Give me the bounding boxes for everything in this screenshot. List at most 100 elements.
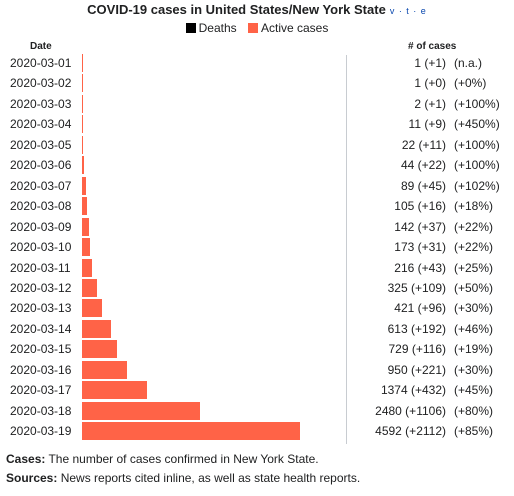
bar-area (80, 115, 342, 134)
case-count: 421 (+96) (394, 301, 446, 316)
date-label: 2020-03-14 (10, 321, 72, 336)
legend-label-deaths: Deaths (198, 21, 237, 35)
date-label: 2020-03-09 (10, 219, 72, 234)
bar-area (80, 360, 342, 379)
case-count: 613 (+192) (387, 321, 446, 336)
legend-label-active: Active cases (261, 21, 329, 35)
percent-change: (+30%) (454, 301, 494, 316)
chart-title-row: COVID-19 cases in United States/New York… (0, 2, 514, 17)
percent-change: (+50%) (454, 280, 494, 295)
case-count: 173 (+31) (394, 240, 446, 255)
active-cases-bar (82, 258, 93, 277)
case-count: 1 (+0) (414, 76, 446, 91)
table-row: 2020-03-14 613 (+192) (+46%) (0, 319, 514, 339)
percent-change: (+22%) (454, 219, 494, 234)
active-cases-bar (82, 94, 83, 113)
table-row: 2020-03-08 105 (+16) (+18%) (0, 196, 514, 216)
table-row: 2020-03-09 142 (+37) (+22%) (0, 217, 514, 237)
bar-area (80, 197, 342, 216)
date-label: 2020-03-10 (10, 240, 72, 255)
bar-area (80, 319, 342, 338)
table-row: 2020-03-11 216 (+43) (+25%) (0, 258, 514, 278)
footer-sources: Sources: News reports cited inline, as w… (6, 471, 360, 485)
case-count: 1374 (+432) (380, 383, 446, 398)
case-count: 4592 (+2112) (375, 424, 446, 439)
active-cases-bar (82, 278, 98, 297)
vte-links[interactable]: v · t · e (389, 6, 427, 16)
footer-cases-text: The number of cases confirmed in New Yor… (45, 452, 319, 466)
active-cases-bar (82, 135, 84, 154)
percent-change: (+80%) (454, 403, 494, 418)
date-label: 2020-03-16 (10, 362, 72, 377)
date-label: 2020-03-02 (10, 76, 72, 91)
table-row: 2020-03-05 22 (+11) (+100%) (0, 135, 514, 155)
case-count: 2480 (+1106) (375, 403, 446, 418)
case-count: 105 (+16) (394, 199, 446, 214)
percent-change: (+18%) (454, 199, 494, 214)
bar-area (80, 381, 342, 400)
footer-sources-label: Sources: (6, 471, 58, 485)
date-label: 2020-03-19 (10, 424, 72, 439)
percent-change: (+19%) (454, 342, 494, 357)
bar-area (80, 74, 342, 93)
active-cases-bar (82, 381, 148, 400)
table-row: 2020-03-19 4592 (+2112) (+85%) (0, 421, 514, 441)
percent-change: (+0%) (454, 76, 487, 91)
table-row: 2020-03-02 1 (+0) (+0%) (0, 73, 514, 93)
percent-change: (+100%) (454, 158, 500, 173)
percent-change: (+100%) (454, 137, 500, 152)
table-row: 2020-03-12 325 (+109) (+50%) (0, 278, 514, 298)
case-count: 11 (+9) (408, 117, 446, 132)
date-label: 2020-03-07 (10, 178, 72, 193)
footer-sources-text: News reports cited inline, as well as st… (57, 471, 361, 485)
bar-area (80, 238, 342, 257)
percent-change: (+22%) (454, 240, 494, 255)
table-row: 2020-03-04 11 (+9) (+450%) (0, 114, 514, 134)
date-label: 2020-03-12 (10, 280, 72, 295)
percent-change: (+45%) (454, 383, 494, 398)
footer-cases-label: Cases: (6, 452, 46, 466)
legend-swatch-active (248, 23, 258, 33)
date-label: 2020-03-18 (10, 403, 72, 418)
case-count: 22 (+11) (401, 137, 446, 152)
bar-area (80, 176, 342, 195)
footer-cases: Cases: The number of cases confirmed in … (6, 452, 319, 466)
table-row: 2020-03-17 1374 (+432) (+45%) (0, 380, 514, 400)
column-divider (346, 55, 347, 444)
bar-area (80, 54, 342, 72)
active-cases-bar (82, 422, 300, 441)
table-row: 2020-03-07 89 (+45) (+102%) (0, 176, 514, 196)
date-label: 2020-03-04 (10, 117, 72, 132)
case-count: 216 (+43) (394, 260, 446, 275)
percent-change: (+46%) (454, 321, 494, 336)
percent-change: (n.a.) (454, 56, 483, 70)
table-row: 2020-03-13 421 (+96) (+30%) (0, 298, 514, 318)
date-label: 2020-03-01 (10, 56, 72, 70)
bar-area (80, 258, 342, 277)
date-label: 2020-03-13 (10, 301, 72, 316)
table-row: 2020-03-06 44 (+22) (+100%) (0, 155, 514, 175)
percent-change: (+102%) (454, 178, 500, 193)
table-row: 2020-03-15 729 (+116) (+19%) (0, 339, 514, 359)
active-cases-bar (82, 156, 85, 175)
date-label: 2020-03-05 (10, 137, 72, 152)
table-row: 2020-03-16 950 (+221) (+30%) (0, 360, 514, 380)
active-cases-bar (82, 238, 91, 257)
date-label: 2020-03-03 (10, 96, 72, 111)
legend-swatch-deaths (185, 23, 196, 33)
date-label: 2020-03-11 (10, 260, 71, 275)
active-cases-bar (82, 340, 117, 359)
case-count: 142 (+37) (394, 219, 446, 234)
active-cases-bar (82, 115, 83, 134)
table-row: 2020-03-10 173 (+31) (+22%) (0, 237, 514, 257)
active-cases-bar (82, 360, 128, 379)
case-count: 89 (+45) (400, 178, 446, 193)
chart-legend: Deaths Active cases (0, 21, 514, 35)
case-count: 325 (+109) (387, 280, 446, 295)
percent-change: (+25%) (454, 260, 494, 275)
legend-item-active: Active cases (248, 21, 328, 35)
active-cases-bar (82, 299, 102, 318)
date-label: 2020-03-08 (10, 199, 72, 214)
bar-area (80, 299, 342, 318)
case-count: 729 (+116) (388, 342, 447, 357)
